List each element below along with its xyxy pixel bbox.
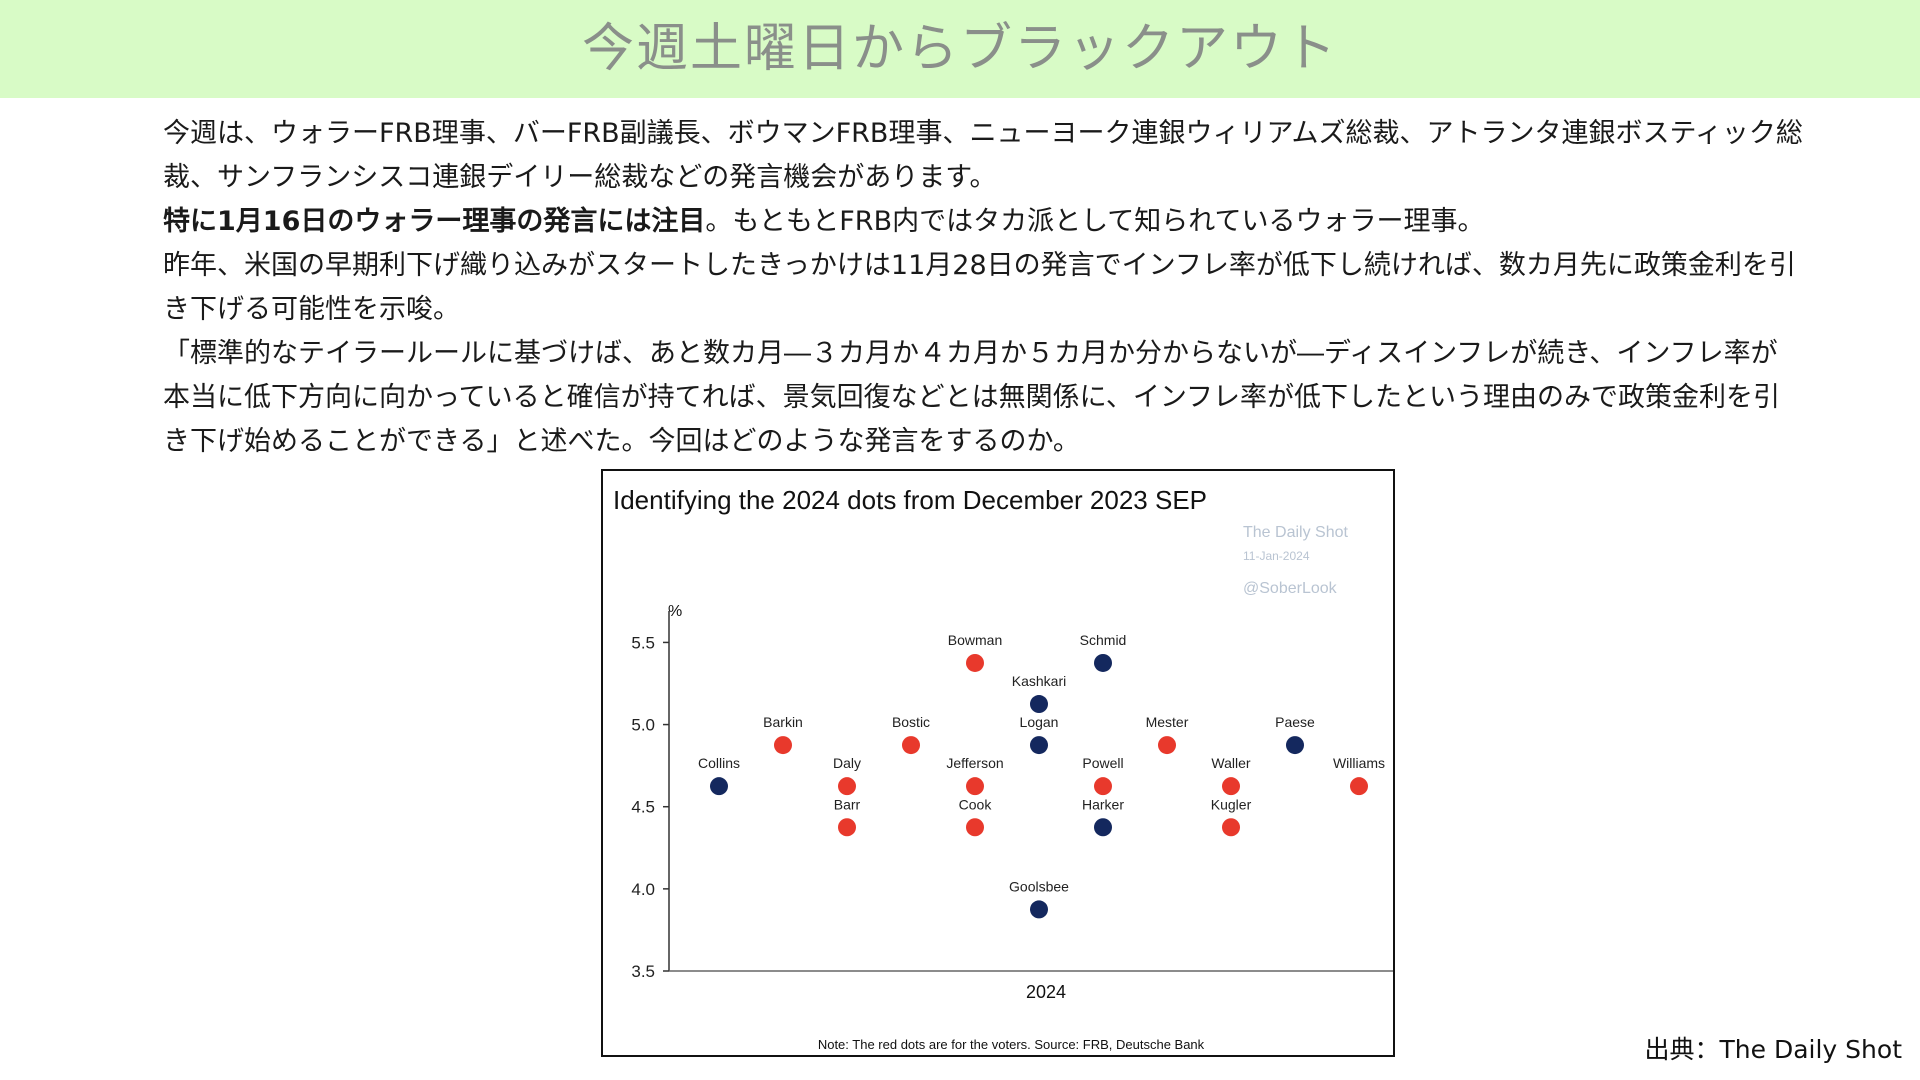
- title-band: 今週土曜日からブラックアウト: [0, 0, 1920, 98]
- dot-label-williams: Williams: [1333, 755, 1385, 771]
- dot-williams: [1350, 777, 1368, 796]
- slide-title: 今週土曜日からブラックアウト: [581, 19, 1338, 79]
- dot-label-kashkari: Kashkari: [1012, 673, 1066, 689]
- dot-label-mester: Mester: [1146, 714, 1189, 730]
- dot-plot-chart: Identifying the 2024 dots from December …: [601, 469, 1395, 1057]
- dot-label-daly: Daly: [833, 755, 861, 771]
- y-tick-label: 5.0: [631, 716, 655, 735]
- paragraph-waller-focus: 特に1月16日のウォラー理事の発言には注目。もともとFRB内ではタカ派として知ら…: [163, 200, 1803, 244]
- dot-bowman: [966, 653, 984, 672]
- dot-label-collins: Collins: [698, 755, 740, 771]
- dot-kugler: [1222, 818, 1240, 837]
- dot-label-barr: Barr: [834, 796, 861, 812]
- dot-label-kugler: Kugler: [1211, 796, 1252, 812]
- dot-barr: [838, 818, 856, 837]
- chart-title: Identifying the 2024 dots from December …: [613, 485, 1207, 515]
- x-axis-label: 2024: [1026, 982, 1066, 1002]
- y-tick-label: 5.5: [631, 633, 655, 652]
- dot-daly: [838, 777, 856, 796]
- watermark-line-3: @SoberLook: [1243, 580, 1338, 597]
- body-text: 今週は、ウォラーFRB理事、バーFRB副議長、ボウマンFRB理事、ニューヨーク連…: [163, 112, 1803, 464]
- dot-waller: [1222, 777, 1240, 796]
- dot-label-waller: Waller: [1211, 755, 1250, 771]
- dot-label-jefferson: Jefferson: [946, 755, 1003, 771]
- dot-bostic: [902, 736, 920, 755]
- dot-label-bowman: Bowman: [948, 632, 1002, 648]
- chart-axes: 5.5 5.0 4.5 4.0 3.5: [631, 611, 1393, 981]
- dot-harker: [1094, 818, 1112, 837]
- paragraph-waller-focus-bold: 特に1月16日のウォラー理事の発言には注目: [163, 206, 706, 237]
- dot-kashkari: [1030, 695, 1048, 714]
- chart-dots: Collins Barkin Daly Barr Bostic Bowman Jeffers…: [698, 632, 1385, 919]
- dot-logan: [1030, 736, 1048, 755]
- paragraph-quote: 「標準的なテイラールールに基づけば、あと数カ月―３カ月か４カ月か５カ月か分からな…: [163, 338, 1781, 457]
- y-axis-unit: %: [668, 603, 682, 620]
- dot-label-barkin: Barkin: [763, 714, 803, 730]
- dot-goolsbee: [1030, 900, 1048, 919]
- dot-powell: [1094, 777, 1112, 796]
- y-tick-label: 3.5: [631, 962, 655, 981]
- dot-label-powell: Powell: [1082, 755, 1123, 771]
- dot-paese: [1286, 736, 1304, 755]
- dot-plot-svg: Identifying the 2024 dots from December …: [613, 485, 1393, 1052]
- y-tick-label: 4.0: [631, 880, 655, 899]
- dot-label-schmid: Schmid: [1080, 632, 1127, 648]
- dot-label-logan: Logan: [1020, 714, 1059, 730]
- source-credit: 出典：The Daily Shot: [1644, 1035, 1902, 1064]
- dot-label-bostic: Bostic: [892, 714, 930, 730]
- y-tick-label: 4.5: [631, 798, 655, 817]
- watermark-line-2: 11-Jan-2024: [1243, 549, 1310, 563]
- paragraph-background: 昨年、米国の早期利下げ織り込みがスタートしたきっかけは11月28日の発言でインフ…: [163, 250, 1796, 325]
- paragraph-speakers: 今週は、ウォラーFRB理事、バーFRB副議長、ボウマンFRB理事、ニューヨーク連…: [163, 118, 1803, 193]
- chart-note: Note: The red dots are for the voters. S…: [818, 1037, 1205, 1052]
- dot-jefferson: [966, 777, 984, 796]
- dot-label-goolsbee: Goolsbee: [1009, 878, 1069, 894]
- dot-label-paese: Paese: [1275, 714, 1315, 730]
- dot-cook: [966, 818, 984, 837]
- dot-label-harker: Harker: [1082, 796, 1124, 812]
- watermark-line-1: The Daily Shot: [1243, 524, 1348, 541]
- paragraph-waller-focus-rest: 。もともとFRB内ではタカ派として知られているウォラー理事。: [705, 206, 1485, 237]
- dot-barkin: [774, 736, 792, 755]
- dot-collins: [710, 777, 728, 796]
- dot-label-cook: Cook: [959, 796, 993, 812]
- dot-schmid: [1094, 653, 1112, 672]
- dot-mester: [1158, 736, 1176, 755]
